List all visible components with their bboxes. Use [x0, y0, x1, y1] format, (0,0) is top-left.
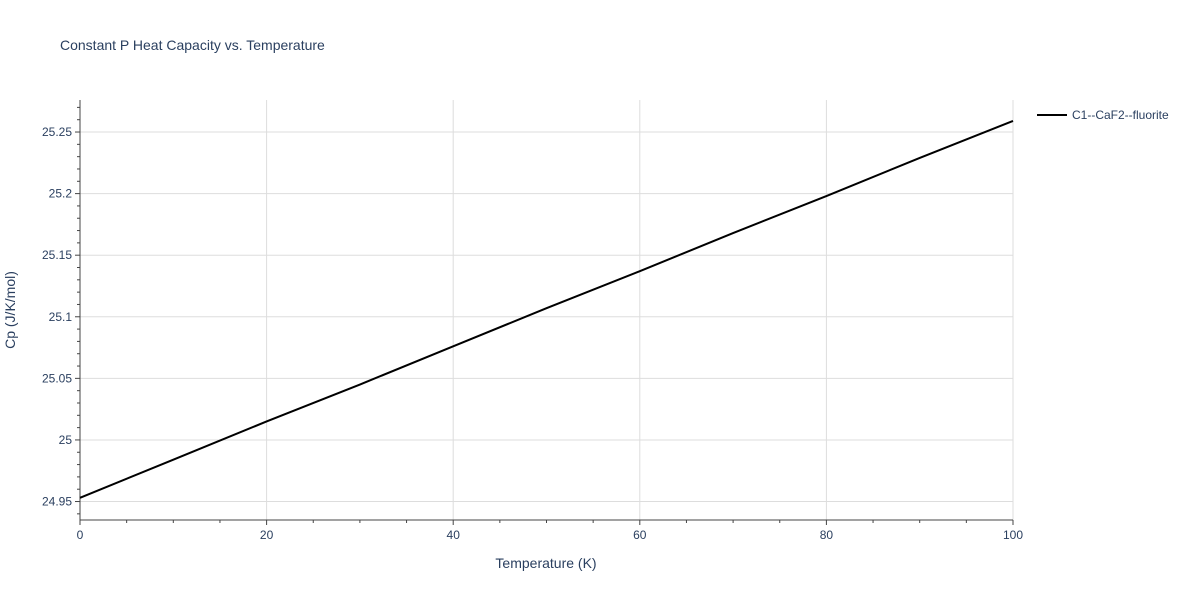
x-axis-title: Temperature (K) — [495, 555, 596, 571]
y-tick-label: 25.15 — [42, 248, 72, 262]
x-tick-label: 20 — [260, 528, 274, 542]
axes-layer: 0 20 40 60 80 100 24.95 25 25.05 25.1 25.15 25.2 25.… — [42, 100, 1023, 542]
x-tick-label: 0 — [77, 528, 84, 542]
y-tick-label: 25.2 — [49, 187, 73, 201]
series-layer — [79, 120, 1014, 499]
legend-label: C1--CaF2--fluorite — [1072, 108, 1169, 122]
x-tick-label: 80 — [820, 528, 834, 542]
legend[interactable]: C1--CaF2--fluorite — [1037, 108, 1169, 122]
y-tick-label: 25 — [59, 433, 73, 447]
x-tick-label: 40 — [447, 528, 461, 542]
y-tick-label: 25.05 — [42, 371, 72, 385]
x-tick-label: 100 — [1003, 528, 1023, 542]
y-tick-label: 25.1 — [49, 310, 73, 324]
series-line — [79, 120, 1014, 499]
y-tick-label: 25.25 — [42, 125, 72, 139]
chart-title: Constant P Heat Capacity vs. Temperature — [60, 37, 325, 53]
grid-layer — [80, 100, 1014, 520]
x-tick-label: 60 — [633, 528, 647, 542]
y-tick-label: 24.95 — [42, 495, 72, 509]
y-axis-title: Cp (J/K/mol) — [2, 271, 18, 349]
